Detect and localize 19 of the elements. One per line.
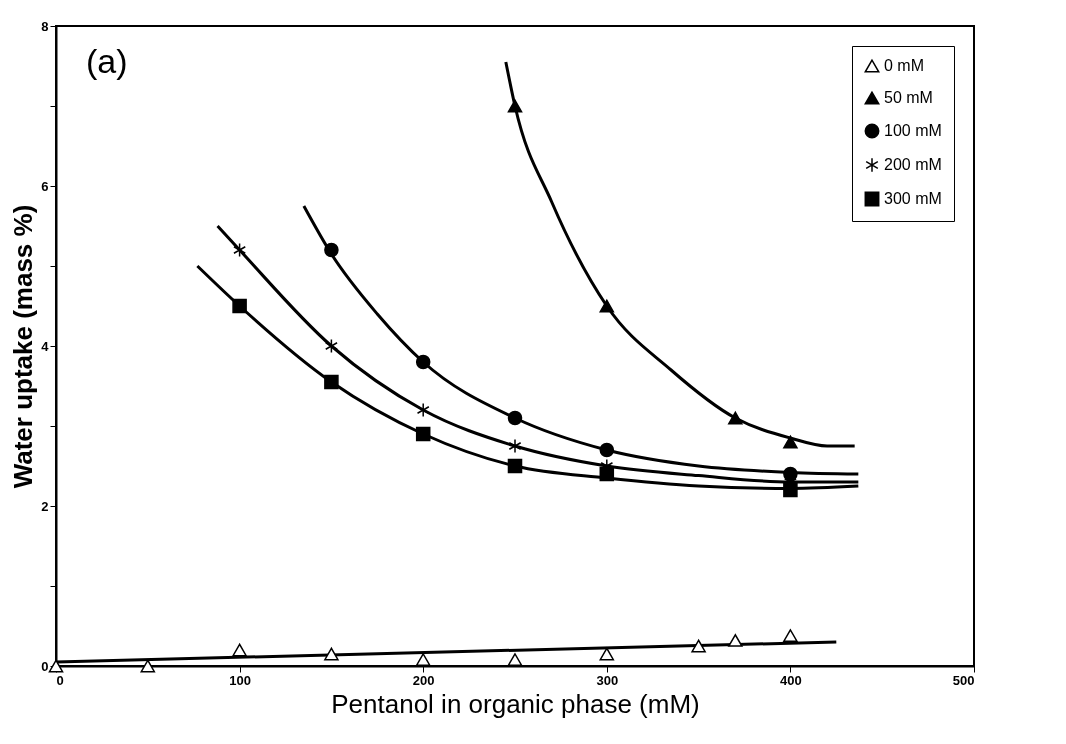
legend-label: 0 mM — [884, 57, 924, 74]
x-tick-label: 0 — [56, 672, 64, 688]
x-tick-label: 500 — [952, 672, 975, 688]
x-tick-label: 100 — [229, 672, 251, 688]
x-tick-label: 400 — [780, 672, 802, 688]
annotation: (a) — [86, 42, 128, 80]
legend-label: 200 mM — [884, 156, 942, 173]
y-tick-label: 0 — [41, 658, 49, 674]
y-tick-label: 4 — [41, 338, 50, 354]
y-tick-label: 2 — [41, 498, 49, 514]
x-tick-label: 200 — [412, 672, 435, 688]
legend-label: 300 mM — [884, 190, 942, 207]
x-axis-title: Pentanol in organic phase (mM) — [331, 688, 700, 719]
legend-label: 100 mM — [884, 122, 942, 139]
y-tick-label: 8 — [41, 18, 49, 34]
x-tick-label: 300 — [596, 672, 619, 688]
y-tick-label: 6 — [41, 178, 49, 194]
legend-label: 50 mM — [884, 89, 933, 106]
y-axis-title: Water uptake (mass %) — [8, 204, 39, 489]
